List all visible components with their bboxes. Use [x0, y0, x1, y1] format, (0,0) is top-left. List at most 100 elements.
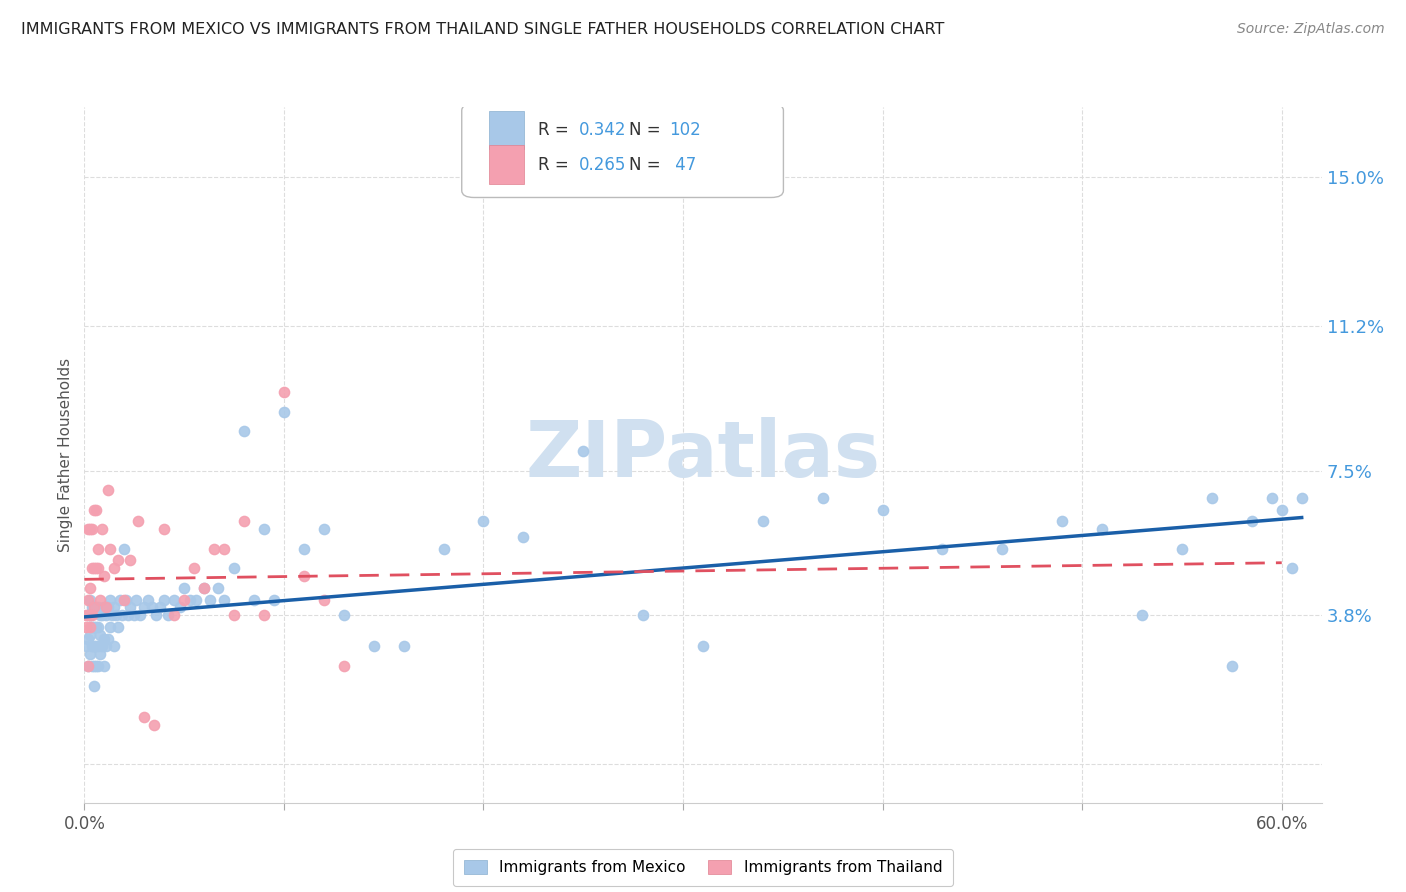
Point: [98, 541, 121, 556]
Point: [184, 592, 207, 607]
Point: [86, 502, 108, 516]
Point: [86, 600, 108, 615]
FancyBboxPatch shape: [489, 111, 523, 149]
Point: [183, 561, 205, 575]
Point: [631, 608, 654, 623]
Point: [98, 592, 121, 607]
Point: [83, 640, 105, 654]
Point: [149, 600, 172, 615]
Point: [87, 561, 110, 575]
Point: [103, 600, 125, 615]
Point: [312, 522, 335, 536]
Point: [82, 600, 104, 615]
Text: R =: R =: [538, 121, 575, 139]
Point: [129, 608, 152, 623]
Point: [79, 608, 101, 623]
Point: [79, 628, 101, 642]
Point: [153, 522, 176, 536]
Point: [169, 600, 191, 615]
Point: [86, 561, 108, 575]
Point: [75, 640, 97, 654]
Point: [91, 608, 114, 623]
Point: [79, 647, 101, 661]
Text: N =: N =: [628, 121, 665, 139]
Point: [82, 659, 104, 673]
Point: [173, 592, 195, 607]
Point: [752, 514, 775, 528]
Point: [93, 632, 115, 646]
Point: [163, 608, 186, 623]
Point: [202, 541, 225, 556]
Point: [120, 553, 142, 567]
Point: [122, 608, 145, 623]
Point: [77, 592, 100, 607]
Point: [193, 581, 215, 595]
Point: [432, 541, 454, 556]
Point: [103, 640, 125, 654]
Point: [931, 541, 953, 556]
Point: [79, 608, 101, 623]
FancyBboxPatch shape: [489, 145, 523, 184]
Point: [89, 592, 111, 607]
Point: [77, 632, 100, 646]
Point: [101, 608, 124, 623]
Point: [83, 502, 105, 516]
Point: [1171, 541, 1194, 556]
Text: 0.342: 0.342: [579, 121, 627, 139]
Point: [392, 640, 415, 654]
Text: 102: 102: [669, 121, 702, 139]
Point: [77, 659, 100, 673]
Point: [77, 522, 100, 536]
Point: [77, 659, 100, 673]
Point: [87, 600, 110, 615]
Point: [105, 608, 128, 623]
Point: [86, 640, 108, 654]
Text: 47: 47: [669, 156, 696, 174]
Point: [82, 522, 104, 536]
Point: [93, 569, 115, 583]
Point: [96, 640, 118, 654]
Point: [82, 561, 104, 575]
Point: [233, 514, 256, 528]
Point: [97, 632, 120, 646]
Point: [86, 620, 108, 634]
Point: [143, 717, 166, 731]
Text: ZIPatlas: ZIPatlas: [526, 417, 880, 493]
Point: [87, 640, 110, 654]
Point: [872, 502, 894, 516]
Point: [333, 659, 356, 673]
Point: [103, 561, 125, 575]
Point: [115, 592, 138, 607]
Point: [1291, 491, 1313, 505]
Point: [198, 592, 221, 607]
Point: [207, 581, 229, 595]
Point: [120, 600, 142, 615]
Text: N =: N =: [628, 156, 665, 174]
Point: [173, 581, 195, 595]
Legend: Immigrants from Mexico, Immigrants from Thailand: Immigrants from Mexico, Immigrants from …: [453, 849, 953, 886]
Point: [87, 620, 110, 634]
Point: [83, 600, 105, 615]
Point: [193, 581, 215, 595]
Point: [1220, 659, 1243, 673]
Text: IMMIGRANTS FROM MEXICO VS IMMIGRANTS FROM THAILAND SINGLE FATHER HOUSEHOLDS CORR: IMMIGRANTS FROM MEXICO VS IMMIGRANTS FRO…: [21, 22, 945, 37]
Point: [163, 592, 186, 607]
Point: [292, 569, 315, 583]
Y-axis label: Single Father Households: Single Father Households: [58, 358, 73, 552]
Point: [79, 522, 101, 536]
Point: [87, 659, 110, 673]
Text: 0.265: 0.265: [579, 156, 627, 174]
Point: [1261, 491, 1284, 505]
Point: [96, 608, 118, 623]
Point: [89, 647, 111, 661]
Point: [83, 679, 105, 693]
Point: [273, 405, 295, 419]
Point: [292, 541, 315, 556]
Point: [107, 553, 129, 567]
Point: [110, 592, 132, 607]
Point: [253, 608, 276, 623]
Point: [333, 608, 356, 623]
Point: [86, 659, 108, 673]
Point: [811, 491, 834, 505]
Point: [512, 530, 534, 544]
